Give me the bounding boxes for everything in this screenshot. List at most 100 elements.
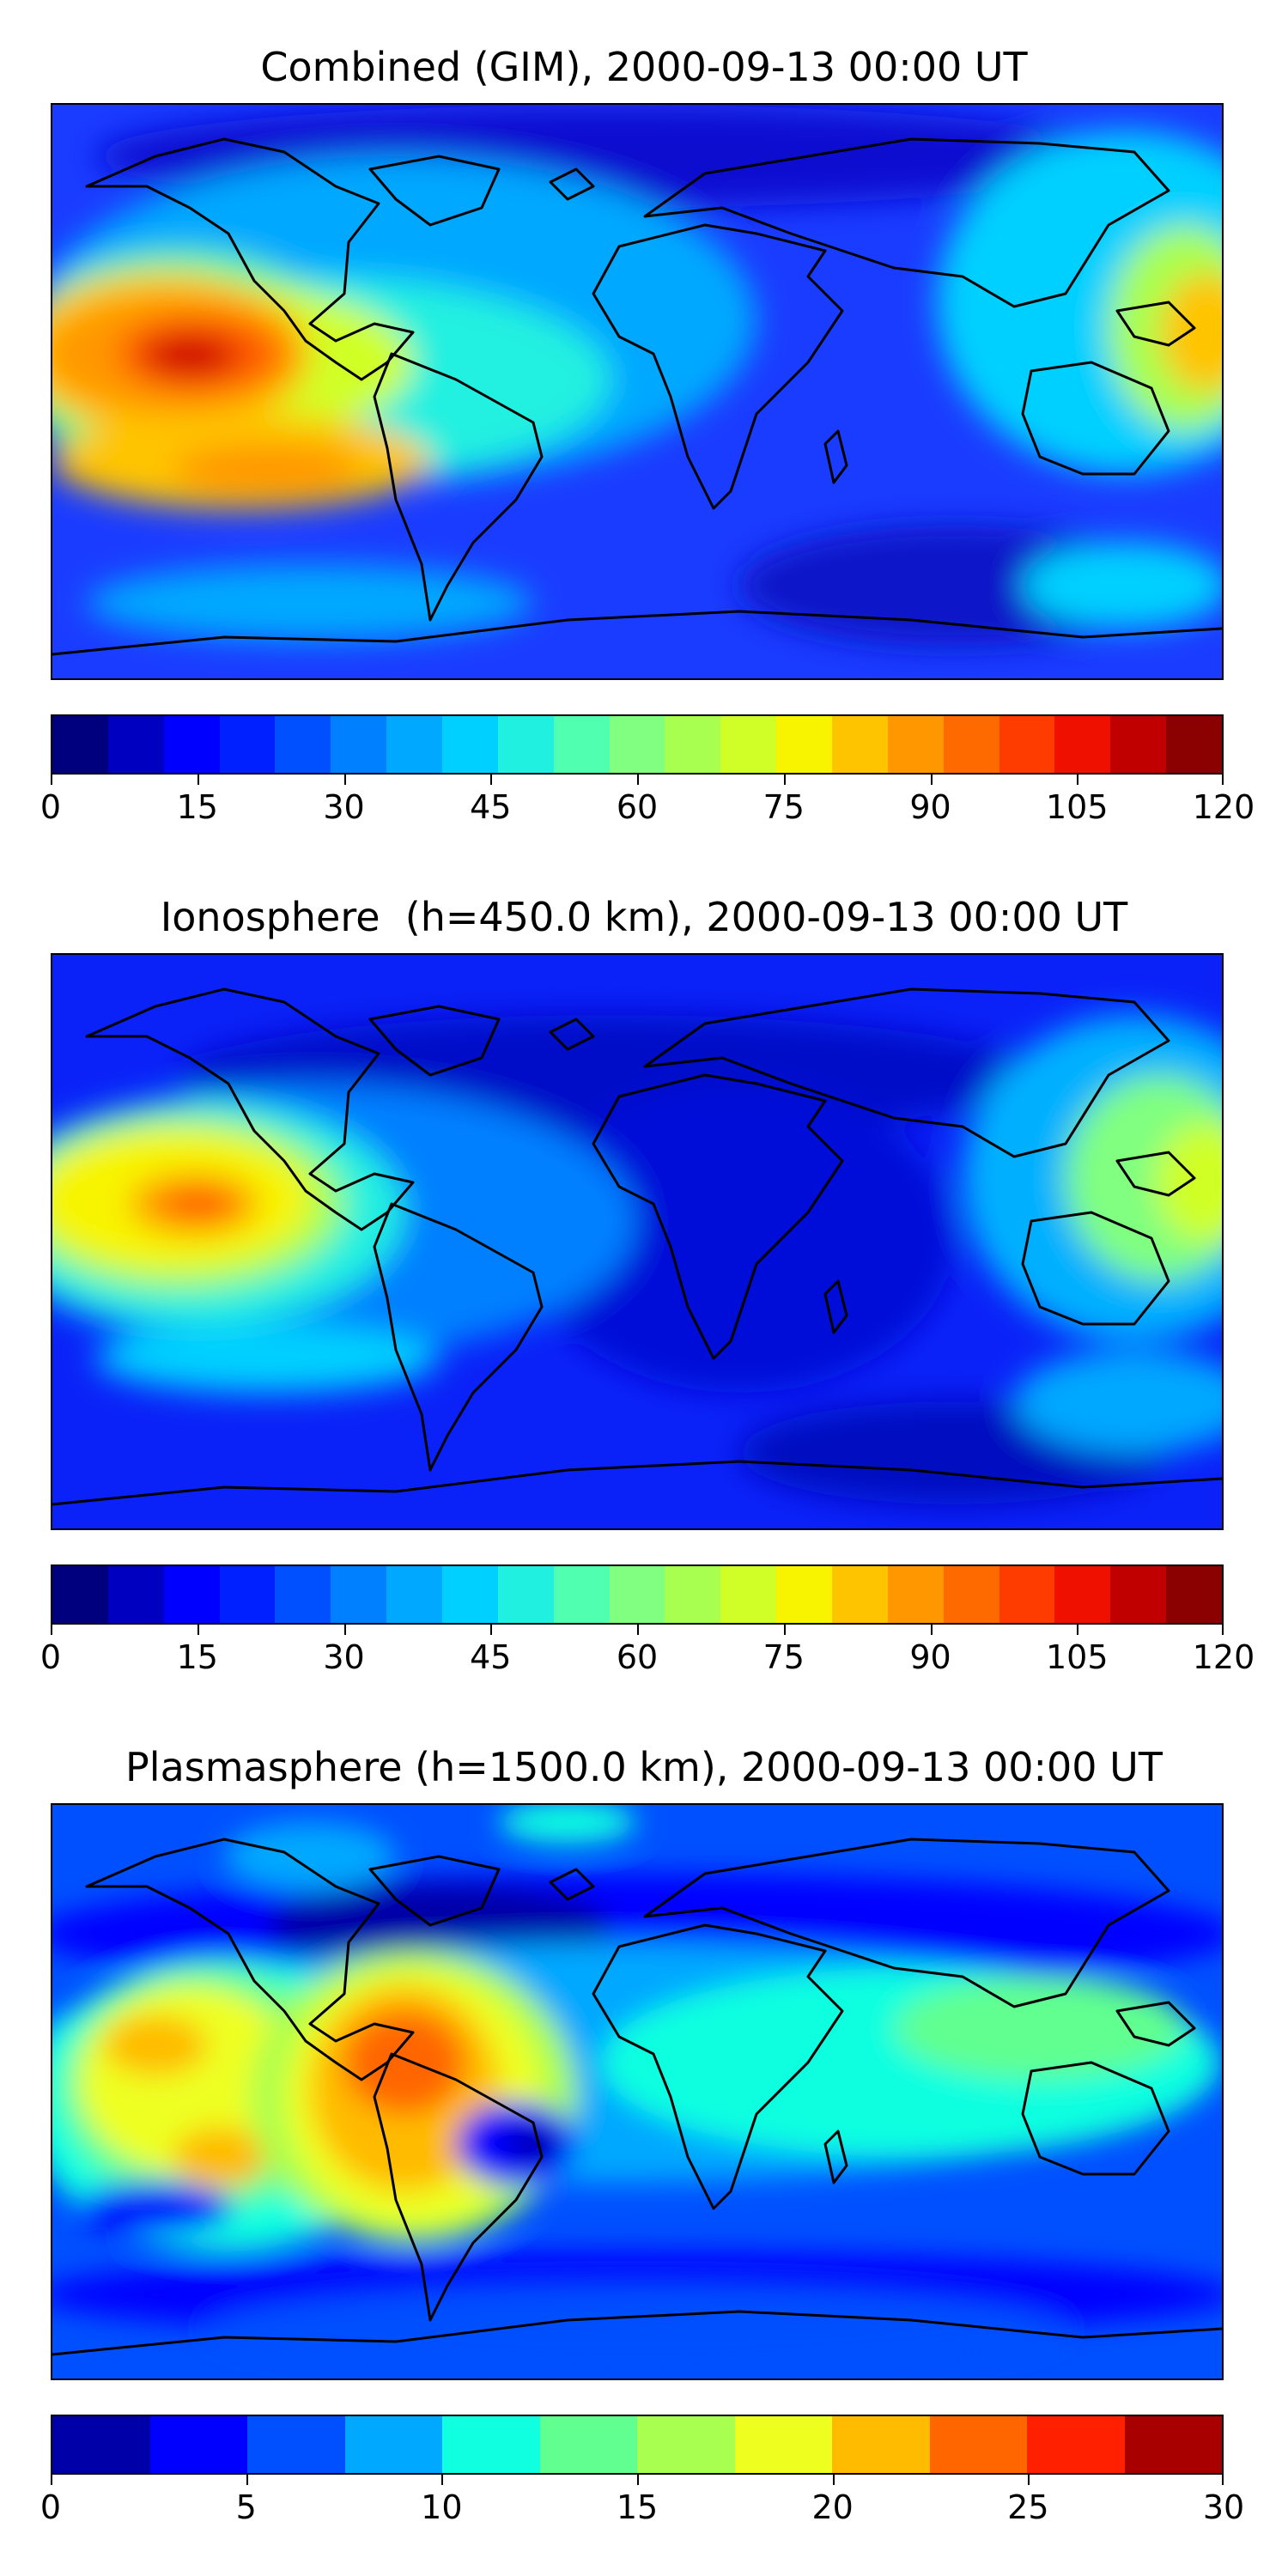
colorbar-bin <box>943 716 999 773</box>
colorbar-bin <box>832 2416 930 2473</box>
tick-label: 25 <box>1007 2488 1049 2526</box>
tick-mark <box>1222 2475 1224 2485</box>
colorbar-bin <box>665 716 721 773</box>
map-plasmasphere <box>51 1803 1224 2380</box>
colorbar-bin <box>497 1566 554 1623</box>
map-ionosphere <box>51 953 1224 1530</box>
colorbar-bin <box>553 1566 610 1623</box>
colorbar-bin <box>887 1566 944 1623</box>
colorbar-bin <box>832 716 888 773</box>
colorbar-bin <box>275 1566 331 1623</box>
colorbar-bin <box>637 2416 735 2473</box>
colorbar-bin <box>149 2416 247 2473</box>
colorbar-bin <box>163 1566 220 1623</box>
colorbar-bin <box>776 1566 833 1623</box>
tick-mark <box>197 1625 199 1635</box>
tick-label: 90 <box>909 1638 951 1676</box>
chart-title-combined: Combined (GIM), 2000-09-13 00:00 UT <box>260 44 1028 90</box>
tick-mark <box>1222 1625 1224 1635</box>
tick-label: 105 <box>1045 788 1109 826</box>
colorbar-bin <box>887 716 944 773</box>
colorbar-bin <box>52 716 108 773</box>
tick-label: 105 <box>1045 1638 1109 1676</box>
tick-label: 45 <box>470 788 512 826</box>
heatmap-plasmasphere <box>52 1805 1222 2379</box>
colorbar-bin <box>442 716 498 773</box>
colorbar-bin <box>442 1566 498 1623</box>
tick-label: 15 <box>176 1638 218 1676</box>
colorbar-ticks-combined: 0 15 30 45 60 75 90 105 120 <box>40 775 1255 826</box>
colorbar-bin <box>1166 716 1223 773</box>
colorbar-bin <box>331 1566 387 1623</box>
colorbar-bin <box>275 716 331 773</box>
tick-mark <box>51 1625 52 1635</box>
colorbar-bin <box>720 716 777 773</box>
tick-label: 90 <box>909 788 951 826</box>
tick-mark <box>343 1625 346 1635</box>
tick-mark <box>637 1625 639 1635</box>
tick-mark <box>832 2475 835 2485</box>
colorbar-bin <box>1110 716 1167 773</box>
tick-label: 120 <box>1192 788 1255 826</box>
tick-label: 15 <box>616 2488 659 2526</box>
tick-label: 75 <box>762 1638 805 1676</box>
colorbar-ticks-plasmasphere: 0 5 10 15 20 25 30 <box>40 2475 1244 2526</box>
tick-mark <box>783 1625 786 1635</box>
coastlines <box>52 987 1222 1506</box>
colorbar-ionosphere <box>51 1564 1224 1625</box>
colorbar-plasmasphere <box>51 2415 1224 2475</box>
tick-label: 0 <box>39 788 62 826</box>
tick-mark <box>930 775 933 785</box>
colorbar-combined <box>51 714 1224 775</box>
tick-label: 0 <box>39 2488 62 2526</box>
tick-label: 30 <box>1202 2488 1245 2526</box>
tick-label: 30 <box>323 1638 365 1676</box>
tick-label: 75 <box>762 788 805 826</box>
tick-mark <box>441 2475 444 2485</box>
chart-title-ionosphere: Ionosphere (h=450.0 km), 2000-09-13 00:0… <box>160 894 1128 940</box>
colorbar-bin <box>734 2416 832 2473</box>
colorbar-bin <box>609 1566 665 1623</box>
tick-mark <box>51 2475 52 2485</box>
colorbar-bin <box>665 1566 721 1623</box>
tick-label: 10 <box>421 2488 463 2526</box>
colorbar-bin <box>1166 1566 1223 1623</box>
colorbar-bin <box>52 2416 150 2473</box>
tick-mark <box>490 775 493 785</box>
colorbar-bin <box>539 2416 637 2473</box>
tick-label: 5 <box>235 2488 257 2526</box>
tick-mark <box>637 2475 639 2485</box>
tick-label: 0 <box>39 1638 62 1676</box>
colorbar-bin <box>344 2416 442 2473</box>
map-combined <box>51 103 1224 680</box>
colorbar-bin <box>1027 2416 1125 2473</box>
tick-mark <box>1028 2475 1030 2485</box>
tick-mark <box>197 775 199 785</box>
tick-label: 30 <box>323 788 365 826</box>
colorbar-bin <box>553 716 610 773</box>
tick-mark <box>1077 775 1079 785</box>
colorbar-bin <box>1110 1566 1167 1623</box>
tick-label: 20 <box>811 2488 854 2526</box>
colorbar-bin <box>999 716 1055 773</box>
colorbar-bin <box>1054 1566 1111 1623</box>
colorbar-bin <box>832 1566 888 1623</box>
tick-mark <box>930 1625 933 1635</box>
tick-mark <box>1222 775 1224 785</box>
colorbar-bin <box>163 716 220 773</box>
colorbar-bin <box>442 2416 540 2473</box>
colorbar-bin <box>219 716 276 773</box>
colorbar-bin <box>331 716 387 773</box>
coastlines <box>52 137 1222 656</box>
tick-mark <box>51 775 52 785</box>
colorbar-bin <box>609 716 665 773</box>
colorbar-bin <box>497 716 554 773</box>
tick-mark <box>246 2475 248 2485</box>
tick-mark <box>490 1625 493 1635</box>
tick-label: 45 <box>470 1638 512 1676</box>
tick-label: 60 <box>616 1638 659 1676</box>
colorbar-bin <box>247 2416 345 2473</box>
tick-mark <box>783 775 786 785</box>
colorbar-bin <box>943 1566 999 1623</box>
tick-mark <box>637 775 639 785</box>
